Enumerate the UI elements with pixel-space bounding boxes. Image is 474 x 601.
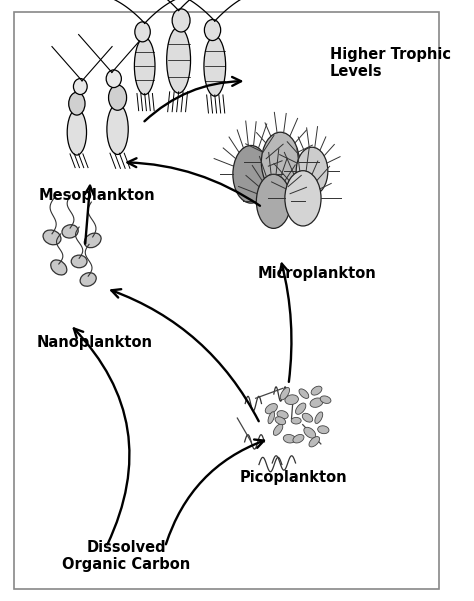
Text: Nanoplankton: Nanoplankton <box>37 335 153 350</box>
Ellipse shape <box>320 396 331 403</box>
Ellipse shape <box>204 19 221 41</box>
Ellipse shape <box>261 132 300 192</box>
Ellipse shape <box>71 255 87 267</box>
Ellipse shape <box>302 413 313 422</box>
Ellipse shape <box>62 225 78 238</box>
Ellipse shape <box>80 273 96 286</box>
Ellipse shape <box>233 145 269 203</box>
Ellipse shape <box>204 36 226 96</box>
Ellipse shape <box>299 389 309 398</box>
Ellipse shape <box>285 171 321 226</box>
Ellipse shape <box>106 70 121 88</box>
Ellipse shape <box>69 93 85 115</box>
Ellipse shape <box>268 412 274 424</box>
Ellipse shape <box>256 174 291 228</box>
Text: Mesoplankton: Mesoplankton <box>39 188 155 203</box>
Ellipse shape <box>167 27 191 93</box>
Ellipse shape <box>315 412 323 424</box>
Ellipse shape <box>310 398 323 407</box>
Ellipse shape <box>172 9 190 32</box>
Ellipse shape <box>277 410 288 419</box>
Ellipse shape <box>73 79 87 94</box>
Ellipse shape <box>304 427 316 438</box>
Ellipse shape <box>109 85 127 110</box>
Ellipse shape <box>296 403 306 414</box>
Ellipse shape <box>84 233 101 248</box>
Ellipse shape <box>51 260 67 275</box>
Ellipse shape <box>135 22 150 42</box>
Text: Picoplankton: Picoplankton <box>240 471 348 485</box>
Ellipse shape <box>273 424 283 435</box>
Text: Higher Trophic
Levels: Higher Trophic Levels <box>330 47 451 79</box>
Ellipse shape <box>285 395 299 404</box>
Ellipse shape <box>293 435 304 443</box>
Ellipse shape <box>296 147 328 195</box>
Ellipse shape <box>291 417 301 424</box>
Ellipse shape <box>309 436 319 447</box>
Ellipse shape <box>135 37 155 94</box>
Ellipse shape <box>275 416 286 425</box>
Ellipse shape <box>283 435 295 443</box>
Ellipse shape <box>67 109 87 155</box>
Ellipse shape <box>265 403 277 414</box>
Ellipse shape <box>280 388 290 400</box>
Ellipse shape <box>318 426 329 434</box>
Ellipse shape <box>311 386 322 395</box>
Text: Microplankton: Microplankton <box>257 266 376 281</box>
Ellipse shape <box>43 230 61 245</box>
Ellipse shape <box>107 104 128 154</box>
Text: Dissolved
Organic Carbon: Dissolved Organic Carbon <box>63 540 191 572</box>
